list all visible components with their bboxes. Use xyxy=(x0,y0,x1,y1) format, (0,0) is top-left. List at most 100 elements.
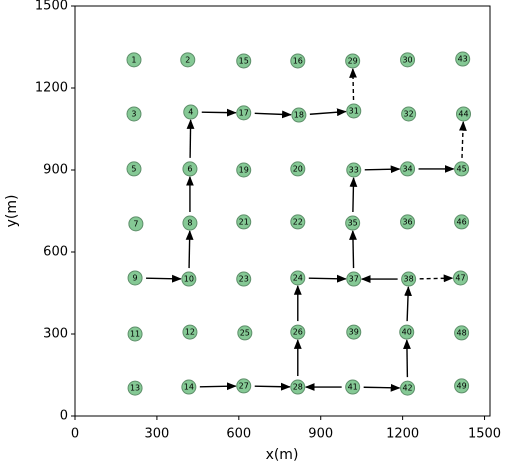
node xyxy=(127,326,143,342)
node-label: 42 xyxy=(402,384,412,393)
node xyxy=(126,52,142,68)
node-label: 20 xyxy=(293,164,303,173)
node xyxy=(345,379,361,395)
node-label: 5 xyxy=(131,164,136,173)
node xyxy=(126,161,142,177)
node xyxy=(400,52,416,68)
node-label: 28 xyxy=(293,383,303,392)
node xyxy=(180,52,196,68)
node xyxy=(346,271,362,287)
arrow xyxy=(364,165,401,174)
arrow xyxy=(459,120,467,158)
arrow xyxy=(349,177,358,213)
node-label: 10 xyxy=(184,275,194,284)
arrow xyxy=(363,383,401,392)
node-label: 32 xyxy=(404,109,414,118)
node xyxy=(346,324,362,340)
arrow xyxy=(185,230,194,269)
x-tick-label: 1200 xyxy=(386,427,419,442)
node-label: 8 xyxy=(187,219,192,228)
node-label: 48 xyxy=(457,328,467,337)
arrow xyxy=(199,382,237,391)
plot-frame xyxy=(74,5,491,417)
node xyxy=(236,53,252,69)
node-label: 18 xyxy=(294,111,304,120)
node-label: 29 xyxy=(348,56,358,65)
node xyxy=(290,324,306,340)
node xyxy=(128,216,144,232)
node xyxy=(455,51,471,67)
arrow xyxy=(201,108,237,117)
x-tick-label: 900 xyxy=(308,427,333,442)
node xyxy=(400,161,416,177)
node-label: 33 xyxy=(349,166,359,175)
node-label: 12 xyxy=(185,328,195,337)
node-label: 7 xyxy=(133,219,138,228)
arrow xyxy=(419,274,454,283)
y-tick-label: 1500 xyxy=(35,0,68,14)
node-label: 40 xyxy=(402,328,412,337)
x-axis-label: x(m) xyxy=(266,447,299,463)
node xyxy=(290,379,306,395)
node-label: 3 xyxy=(131,109,136,118)
node xyxy=(236,271,252,287)
node xyxy=(236,378,252,394)
node-label: 13 xyxy=(130,384,140,393)
node-label: 49 xyxy=(457,381,467,390)
node-label: 44 xyxy=(458,109,468,118)
node-label: 43 xyxy=(458,55,468,64)
y-tick-label: 600 xyxy=(43,245,68,260)
node xyxy=(237,325,253,341)
node-label: 4 xyxy=(188,108,193,117)
node xyxy=(345,215,361,231)
x-tick-label: 1500 xyxy=(468,427,501,442)
node xyxy=(401,106,417,122)
arrow xyxy=(254,110,292,119)
node xyxy=(127,270,143,286)
node-label: 17 xyxy=(239,108,249,117)
arrow xyxy=(349,230,357,269)
node-label: 6 xyxy=(187,164,192,173)
node xyxy=(182,324,198,340)
node-label: 19 xyxy=(239,166,249,175)
node xyxy=(290,161,306,177)
node-label: 41 xyxy=(348,383,358,392)
node xyxy=(345,53,361,69)
node-label: 9 xyxy=(133,273,138,282)
node xyxy=(126,106,142,122)
node-label: 24 xyxy=(293,273,303,282)
arrow xyxy=(349,67,357,100)
node xyxy=(181,271,197,287)
y-axis-label: y(m) xyxy=(4,195,20,228)
node-label: 39 xyxy=(349,328,359,337)
arrow xyxy=(403,339,411,378)
node xyxy=(400,214,416,230)
node xyxy=(399,324,415,340)
node xyxy=(290,53,306,69)
arrow xyxy=(186,119,195,158)
arrow xyxy=(146,274,182,283)
node-label: 27 xyxy=(239,381,249,390)
node-label: 30 xyxy=(402,55,412,64)
node-label: 22 xyxy=(293,217,303,226)
node-label: 14 xyxy=(184,383,194,392)
node-label: 34 xyxy=(402,164,412,173)
node-label: 46 xyxy=(457,217,467,226)
node xyxy=(181,379,197,395)
node xyxy=(454,214,470,230)
node-label: 23 xyxy=(239,275,249,284)
arrow xyxy=(404,286,412,322)
node xyxy=(127,380,143,396)
node-label: 47 xyxy=(455,273,465,282)
node xyxy=(182,161,198,177)
node-label: 11 xyxy=(130,330,140,339)
node xyxy=(454,161,470,177)
node-label: 26 xyxy=(293,328,303,337)
node-label: 2 xyxy=(185,55,190,64)
node xyxy=(453,270,469,286)
node xyxy=(182,215,198,231)
y-tick-label: 900 xyxy=(43,163,68,178)
arrow xyxy=(308,274,347,283)
node xyxy=(236,214,252,230)
